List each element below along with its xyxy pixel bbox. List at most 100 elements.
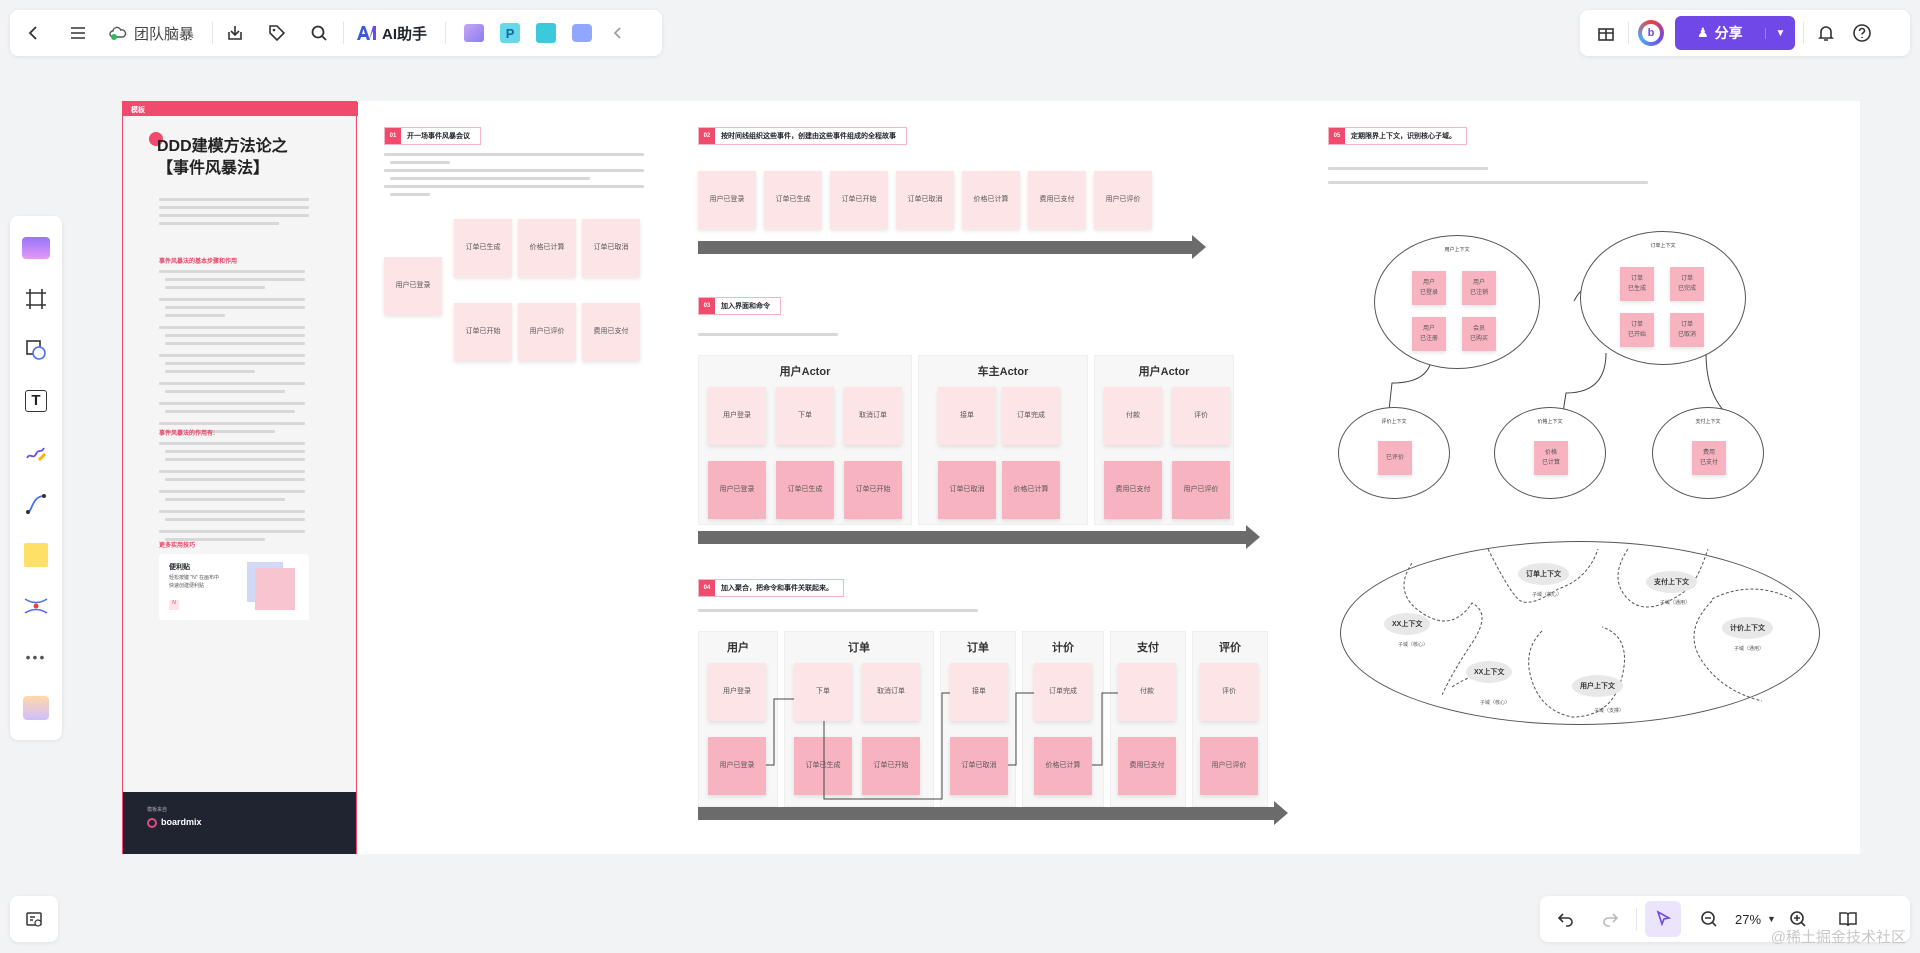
context-note[interactable]: 费用 已支付 — [1692, 441, 1726, 475]
sticky-note[interactable]: 用户已登录 — [698, 171, 756, 229]
share-dropdown-icon[interactable]: ▼ — [1765, 27, 1795, 39]
back-icon[interactable] — [16, 15, 52, 51]
sticky-note[interactable]: 订单已取消 — [582, 219, 640, 277]
gift-icon[interactable] — [1588, 15, 1624, 51]
context-note[interactable]: 价格 已计算 — [1534, 441, 1568, 475]
event-note[interactable]: 费用已支付 — [1118, 737, 1176, 795]
sticky-note[interactable]: 订单已开始 — [454, 303, 512, 361]
order-context-ellipse[interactable]: 订单上下文 — [1580, 231, 1746, 365]
presentation-icon[interactable]: P — [492, 15, 528, 51]
section-04-header: 04 加入聚合，把命令和事件关联起来。 — [698, 579, 844, 597]
divider — [212, 22, 214, 44]
collapse-chevron-icon[interactable] — [600, 15, 636, 51]
aggregate-connectors — [766, 692, 1118, 800]
command-note[interactable]: 接单 — [950, 663, 1008, 721]
section-03-header: 03 加入界面和命令 — [698, 297, 781, 315]
more-icon[interactable]: ••• — [25, 649, 47, 666]
plugin-box-icon[interactable] — [18, 690, 54, 726]
command-note[interactable]: 下单 — [776, 387, 834, 445]
event-note[interactable]: 订单已生成 — [776, 461, 834, 519]
event-note[interactable]: 订单已取消 — [950, 737, 1008, 795]
sticky-note[interactable]: 用户已评价 — [1094, 171, 1152, 229]
export-icon[interactable] — [217, 15, 253, 51]
domain-sub: 子域（核心） — [1480, 700, 1511, 706]
search-icon[interactable] — [301, 15, 337, 51]
sticky-note[interactable]: 订单已取消 — [896, 171, 954, 229]
tag-icon[interactable] — [259, 15, 295, 51]
event-note[interactable]: 用户已评价 — [1172, 461, 1230, 519]
command-note[interactable]: 用户登录 — [708, 663, 766, 721]
command-note[interactable]: 用户登录 — [708, 387, 766, 445]
context-note[interactable]: 订单 已生成 — [1620, 267, 1654, 301]
minimap-icon[interactable] — [16, 901, 52, 937]
context-note[interactable]: 订单 已取消 — [1670, 313, 1704, 347]
event-note[interactable]: 订单已生成 — [794, 737, 852, 795]
bell-icon[interactable] — [1808, 15, 1844, 51]
user-context-ellipse[interactable]: 用户上下文 — [1374, 235, 1540, 369]
ai-image-icon[interactable] — [456, 15, 492, 51]
command-note[interactable]: 接单 — [938, 387, 996, 445]
event-note[interactable]: 用户已登录 — [708, 461, 766, 519]
event-note[interactable]: 订单已开始 — [844, 461, 902, 519]
menu-icon[interactable] — [60, 15, 96, 51]
context-note[interactable]: 已评价 — [1378, 441, 1412, 475]
command-note[interactable]: 订单完成 — [1034, 663, 1092, 721]
command-note[interactable]: 评价 — [1172, 387, 1230, 445]
zoom-dropdown-icon[interactable]: ▼ — [1767, 914, 1776, 924]
shape-icon[interactable] — [18, 332, 54, 368]
ai-assistant-button[interactable]: AI助手 — [356, 23, 427, 44]
context-note[interactable]: 用户 已登录 — [1412, 271, 1446, 305]
context-note[interactable]: 会员 已购买 — [1462, 317, 1496, 351]
whiteboard-canvas[interactable]: 模板 DDD建模方法论之 【事件风暴法】 事件风暴法的基本步骤和作用 事件风暴法… — [122, 101, 1860, 854]
sticky-note[interactable]: 价格已计算 — [962, 171, 1020, 229]
context-note[interactable]: 订单 已开始 — [1620, 313, 1654, 347]
sticky-note[interactable]: 费用已支付 — [582, 303, 640, 361]
command-note[interactable]: 下单 — [794, 663, 852, 721]
text-icon[interactable]: T — [18, 383, 54, 419]
context-note[interactable]: 订单 已完成 — [1670, 267, 1704, 301]
context-note[interactable]: 用户 已注册 — [1412, 317, 1446, 351]
command-note[interactable]: 取消订单 — [862, 663, 920, 721]
sticky-note[interactable]: 用户已评价 — [518, 303, 576, 361]
command-note[interactable]: 取消订单 — [844, 387, 902, 445]
domain-label: 用户上下文 — [1572, 675, 1623, 697]
sticky-note[interactable]: 订单已开始 — [830, 171, 888, 229]
share-button[interactable]: ♟ 分享 ▼ — [1675, 16, 1795, 50]
book-guide-icon[interactable] — [1830, 901, 1866, 937]
event-note[interactable]: 费用已支付 — [1104, 461, 1162, 519]
sticky-note[interactable]: 订单已生成 — [454, 219, 512, 277]
board-name[interactable]: 团队脑暴 — [134, 25, 195, 43]
command-note[interactable]: 付款 — [1118, 663, 1176, 721]
sticky-note[interactable]: 订单已生成 — [764, 171, 822, 229]
command-note[interactable]: 订单完成 — [1002, 387, 1060, 445]
pen-icon[interactable] — [18, 434, 54, 470]
connector-icon[interactable] — [18, 486, 54, 522]
chat-icon[interactable] — [564, 15, 600, 51]
select-cursor-icon[interactable] — [1645, 901, 1681, 937]
mindmap-tool-icon[interactable] — [18, 588, 54, 624]
mindmap-icon[interactable] — [528, 15, 564, 51]
sticky-note[interactable]: 价格已计算 — [518, 219, 576, 277]
event-note[interactable]: 订单已取消 — [938, 461, 996, 519]
zoom-out-icon[interactable] — [1691, 901, 1727, 937]
redo-icon[interactable] — [1592, 901, 1628, 937]
template-icon[interactable] — [18, 230, 54, 266]
zoom-level[interactable]: 27% — [1735, 911, 1762, 927]
sticky-note[interactable]: 用户已登录 — [384, 257, 442, 315]
zoom-in-icon[interactable] — [1780, 901, 1816, 937]
event-note[interactable]: 用户已登录 — [708, 737, 766, 795]
sticky-note-icon[interactable] — [18, 537, 54, 573]
sticky-note[interactable]: 费用已支付 — [1028, 171, 1086, 229]
user-avatar[interactable]: b — [1633, 15, 1669, 51]
help-icon[interactable] — [1844, 15, 1880, 51]
event-note[interactable]: 用户已评价 — [1200, 737, 1258, 795]
context-note[interactable]: 用户 已注销 — [1462, 271, 1496, 305]
event-note[interactable]: 价格已计算 — [1034, 737, 1092, 795]
command-note[interactable]: 评价 — [1200, 663, 1258, 721]
command-note[interactable]: 付款 — [1104, 387, 1162, 445]
undo-icon[interactable] — [1548, 901, 1584, 937]
domain-label: XX上下文 — [1466, 661, 1513, 683]
event-note[interactable]: 订单已开始 — [862, 737, 920, 795]
event-note[interactable]: 价格已计算 — [1002, 461, 1060, 519]
frame-icon[interactable] — [18, 281, 54, 317]
